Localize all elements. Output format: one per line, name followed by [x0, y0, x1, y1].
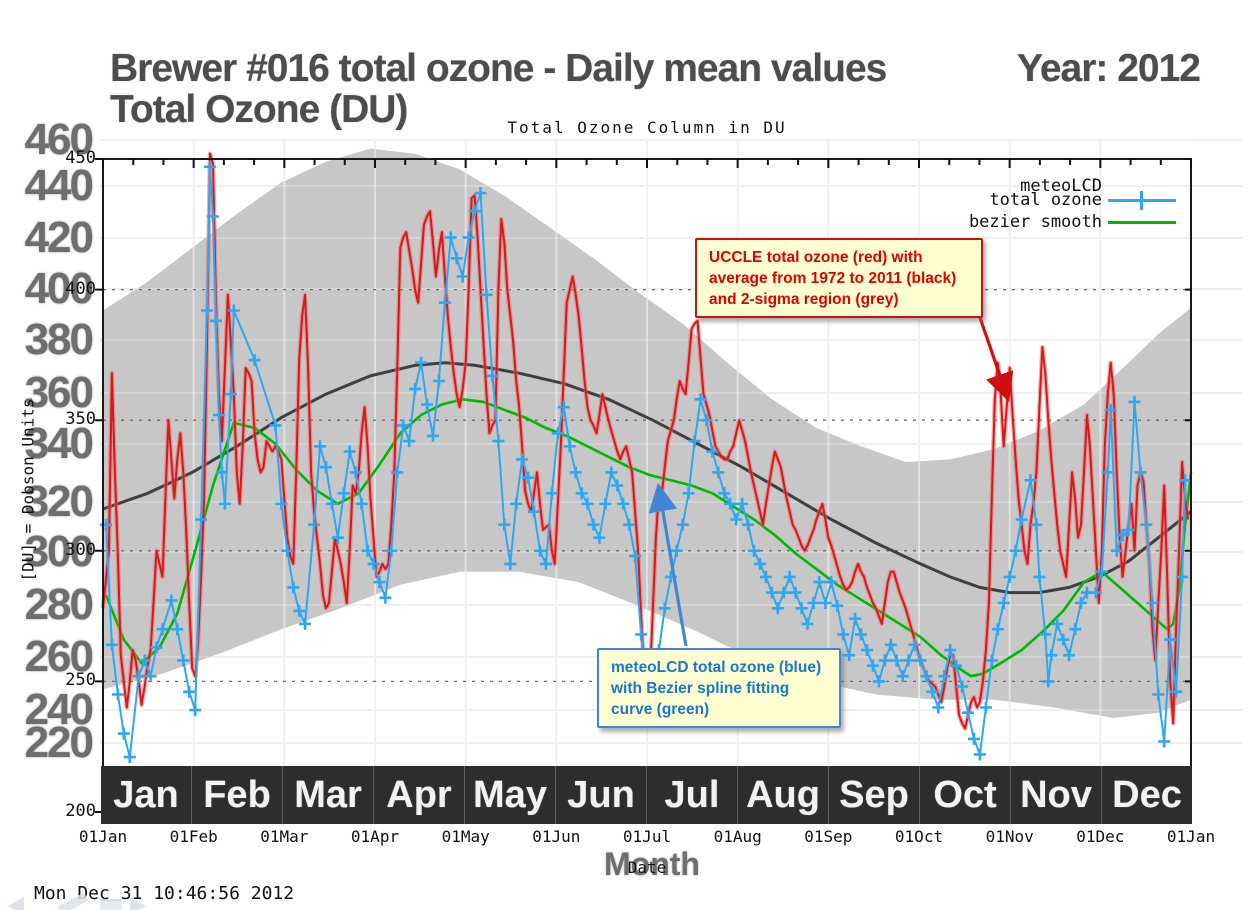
y-axis-tick-label: 450: [65, 148, 96, 168]
document-icon: [100, 899, 122, 910]
month-cell-aug: Aug: [738, 766, 829, 824]
legend-title: meteoLCD: [1020, 176, 1102, 196]
x-axis-title-small: Date: [627, 858, 667, 877]
y-axis-tick-label: 400: [65, 278, 96, 299]
x-axis-tick-label: 01Nov: [985, 827, 1034, 846]
month-cell-nov: Nov: [1011, 766, 1102, 824]
blue-annotation-arrow: [648, 482, 688, 647]
legend-sample-plus-marker: [1140, 191, 1143, 210]
y-axis-big-label: 280: [24, 580, 94, 629]
x-axis-tick-label: 01Dec: [1076, 827, 1125, 846]
x-axis-tick-label: 01Aug: [713, 827, 762, 846]
y-axis-big-label: 380: [24, 315, 94, 364]
x-axis-tick-label: 01Feb: [169, 827, 218, 846]
legend-entry-bezier-smooth: bezier smooth: [968, 212, 1102, 232]
forward-arrow-icon: [130, 897, 146, 910]
y-axis-tick-label: 300: [65, 539, 96, 560]
x-axis-tick-label: 01Oct: [894, 827, 944, 846]
year-label: Year: 2012: [1016, 47, 1201, 90]
y-axis-big-label: 260: [24, 632, 94, 681]
month-cell-sep: Sep: [829, 766, 920, 824]
month-cell-dec: Dec: [1112, 773, 1182, 816]
x-axis-tick-label: 01Mar: [260, 827, 309, 846]
y-axis-big-label: 440: [24, 161, 94, 210]
annotation-meteolcd-line1: meteoLCD total ozone (blue): [611, 659, 822, 676]
annotation-meteolcd-line2: with Bezier spline fitting: [611, 680, 790, 697]
red-annotation-arrow: [975, 308, 1014, 403]
y-axis-tick-label: 350: [65, 409, 96, 430]
y-axis-title: [DU] = Dobson Units: [18, 398, 38, 582]
x-axis-tick-label: 01May: [441, 827, 490, 846]
y-axis-big-label: 300: [24, 527, 94, 576]
y-axis-big-label: 360: [24, 368, 94, 417]
month-cell-jun: Jun: [556, 766, 647, 824]
x-axis-tick-label: 01Sep: [804, 827, 853, 846]
x-axis-tick-label: 01Jan: [78, 827, 128, 846]
month-cell-may: May: [465, 766, 556, 824]
annotation-uccle-line2: average from 1972 to 2011 (black): [709, 270, 957, 287]
timestamp: Mon Dec 31 10:46:56 2012: [34, 883, 295, 904]
month-cell-mar: Mar: [283, 766, 374, 824]
x-axis-tick-label: 01Jul: [622, 827, 672, 846]
x-axis-title-big: Month: [604, 846, 700, 882]
annotation-uccle: UCCLE total ozone (red) with average fro…: [695, 238, 983, 318]
x-axis-tick-label: 01Jun: [532, 827, 581, 846]
y-axis-tick-label: 250: [65, 670, 96, 691]
y-axis-big-label: 340: [24, 419, 94, 468]
y-axis-big-label: 220: [24, 718, 94, 767]
legend-sample-green-line: [1108, 221, 1176, 224]
month-cell-jan: Jan: [101, 766, 192, 824]
back-arrow-icon: [8, 897, 24, 910]
y-axis-big-label: 460: [24, 115, 94, 164]
x-axis-tick-label: 01Jan: [1166, 827, 1216, 846]
y-axis-tick-label: 200: [65, 801, 96, 821]
month-strip: Jan Feb Mar Apr May Jun Jul Aug Sep Oct Nov Dec: [101, 766, 1192, 824]
plot-inner-title: Total Ozone Column in DU: [507, 118, 787, 137]
annotation-uccle-line3: and 2-sigma region (grey): [709, 291, 899, 308]
x-axis-tick-label: 01Apr: [350, 827, 400, 846]
month-cell-feb: Feb: [192, 766, 283, 824]
y-axis-big-label: 400: [24, 264, 94, 313]
annotation-meteolcd: meteoLCD total ozone (blue) with Bezier …: [597, 648, 841, 728]
page-subtitle: Total Ozone (DU): [110, 88, 408, 131]
y-axis-big-label: 320: [24, 477, 94, 526]
annotation-uccle-line1: UCCLE total ozone (red) with: [709, 249, 923, 266]
month-cell-apr: Apr: [374, 766, 465, 824]
annotation-meteolcd-line3: curve (green): [611, 701, 710, 718]
month-cell-jul: Jul: [647, 766, 738, 824]
y-axis-big-label: 240: [24, 685, 94, 734]
y-axis-big-label: 420: [24, 213, 94, 262]
month-cell-oct: Oct: [920, 766, 1011, 824]
legend-entry-total-ozone: total ozone: [989, 190, 1102, 210]
page-title: Brewer #016 total ozone - Daily mean val…: [110, 47, 887, 90]
